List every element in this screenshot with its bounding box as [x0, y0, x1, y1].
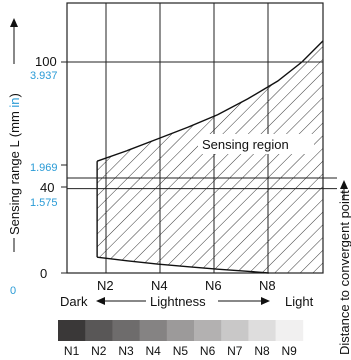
y-axis-arrowhead	[10, 18, 18, 27]
lightness-axis: Dark Lightness Light	[60, 294, 314, 309]
gray-swatch-label-n7: N7	[227, 344, 243, 358]
gray-swatch-label-n1: N1	[64, 344, 80, 358]
y-axis-label-suffix: )	[7, 93, 22, 97]
gray-swatch-n5	[166, 320, 195, 341]
upper-boundary-curve	[96, 40, 324, 162]
y-tick-label-40: 40	[40, 180, 54, 195]
gray-swatch-n2	[85, 320, 113, 341]
y-axis-label: Sensing range L (mm in)	[7, 93, 22, 235]
gray-swatch-n8	[248, 320, 276, 341]
gray-swatch-n6	[194, 320, 222, 341]
x-tick-label-n8: N8	[259, 278, 276, 293]
gray-swatch-n1	[58, 320, 86, 341]
right-label-arrowhead	[340, 180, 348, 189]
x-tick-label-n4: N4	[151, 278, 168, 293]
gray-swatch-label-n3: N3	[118, 344, 134, 358]
gray-swatch-label-n5: N5	[173, 344, 189, 358]
right-label-group: Distance to convergent point	[337, 180, 351, 355]
gray-swatch-n7	[221, 320, 249, 341]
y-tick-label-100: 100	[35, 54, 57, 69]
grayscale-scale: N1 N2 N3 N4 N5 N6 N7 N8 N9	[58, 320, 304, 358]
y-tick-label-inch-0: 0	[10, 285, 16, 297]
lightness-arrowhead-right	[261, 297, 270, 305]
sensing-region-area	[97, 40, 323, 274]
y-tick-label-0: 0	[40, 266, 47, 281]
lightness-dark-label: Dark	[60, 294, 88, 309]
lightness-arrowhead-left	[96, 297, 105, 305]
lightness-label: Lightness	[150, 294, 206, 309]
y-axis-label-group: Sensing range L (mm in)	[7, 18, 22, 252]
x-tick-label-n6: N6	[205, 278, 222, 293]
right-axis-label: Distance to convergent point	[337, 190, 351, 355]
lower-boundary-curve	[97, 256, 269, 274]
lightness-light-label: Light	[285, 294, 314, 309]
gray-swatch-label-n4: N4	[146, 344, 162, 358]
gray-swatch-n3	[112, 320, 140, 341]
y-tick-label-inch-3937: 3.937	[30, 70, 58, 82]
y-tick-marks	[61, 61, 67, 274]
y-axis-label-prefix: Sensing range L (mm	[7, 108, 22, 235]
x-tick-label-n2: N2	[97, 278, 114, 293]
gray-swatch-n4	[139, 320, 168, 341]
gray-swatch-n9	[275, 320, 304, 341]
gray-swatch-label-n9: N9	[282, 344, 298, 358]
gray-swatch-label-n2: N2	[91, 344, 107, 358]
gray-swatch-label-n6: N6	[200, 344, 216, 358]
y-tick-label-inch-1969: 1.969	[30, 162, 58, 174]
gray-swatch-label-n8: N8	[254, 344, 270, 358]
region-label-box	[198, 134, 314, 154]
region-label: Sensing region	[202, 137, 289, 152]
y-axis-label-unit-in: in	[7, 97, 22, 107]
y-tick-label-inch-1575: 1.575	[30, 197, 58, 209]
